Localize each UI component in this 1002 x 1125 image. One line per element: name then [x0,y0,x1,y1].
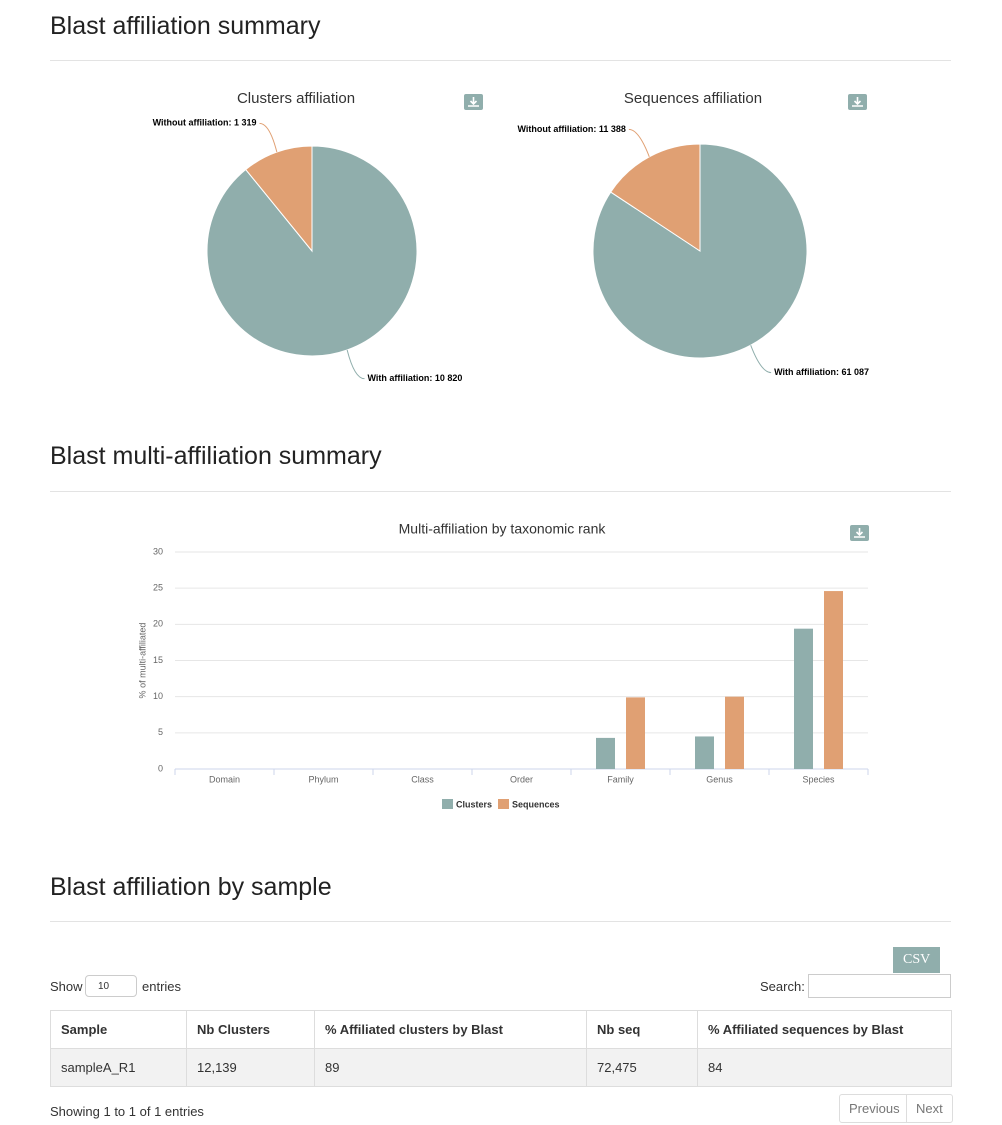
column-header[interactable]: % Affiliated clusters by Blast [314,1010,587,1049]
table-info: Showing 1 to 1 of 1 entries [50,1104,204,1119]
divider [50,921,951,922]
y-tick-label: 30 [153,546,163,556]
length-select[interactable]: 10 [85,975,137,997]
bar [695,736,714,769]
data-label: Without affiliation: 1 319 [153,118,257,128]
pie-slice [245,145,313,253]
download-button[interactable] [848,94,867,110]
legend-swatch [498,799,509,809]
data-label: With affiliation: 61 087 [774,367,869,377]
bar [794,628,813,769]
x-tick-label: Domain [209,774,240,784]
table-cell: sampleA_R1 [50,1048,187,1087]
column-header[interactable]: Nb seq [586,1010,698,1049]
y-tick-label: 5 [158,727,163,737]
legend-label: Sequences [512,799,560,809]
y-tick-label: 20 [153,619,163,629]
table-cell: 84 [697,1048,952,1087]
search-label: Search: [760,979,805,994]
x-tick-label: Class [411,774,434,784]
y-axis-label: % of multi-affiliated [137,623,147,699]
bar [596,737,615,769]
x-tick-label: Phylum [308,774,338,784]
column-header[interactable]: % Affiliated sequences by Blast [697,1010,952,1049]
section-title: Blast multi-affiliation summary [50,442,382,470]
chart-title: Clusters affiliation [237,90,355,107]
column-header[interactable]: Nb Clusters [186,1010,315,1049]
legend-swatch [442,799,453,809]
csv-button[interactable]: CSV [893,947,941,973]
label-connector [750,345,772,374]
x-tick-label: Order [510,774,533,784]
x-tick-label: Family [607,774,634,784]
search-input[interactable] [808,974,951,998]
table-cell: 89 [314,1048,587,1087]
label-connector [628,128,650,157]
label-connector [346,349,365,380]
charts: Clusters affiliation With affiliation: 10… [137,90,869,809]
chart-title: Sequences affiliation [624,90,762,107]
label-connector [259,122,278,153]
table-row: sampleA_R1 12,139 89 72,475 84 [50,1048,952,1087]
x-tick-label: Species [802,774,835,784]
download-button[interactable] [464,94,483,110]
table-cell: 72,475 [586,1048,698,1087]
y-tick-label: 0 [158,763,163,773]
bar [725,696,744,769]
bar [626,697,645,769]
table: Sample Nb Clusters% Affiliated clusters b… [50,1010,952,1087]
section-title: Blast affiliation summary [50,12,321,40]
pagination-button[interactable]: Previous [839,1094,910,1123]
divider [50,60,951,61]
section-title: Blast affiliation by sample [50,873,332,901]
bar [824,591,843,769]
y-tick-label: 15 [153,655,163,665]
data-label: With affiliation: 10 820 [368,373,463,383]
chart-title: Multi-affiliation by taxonomic rank [399,521,607,537]
data-label: Without affiliation: 11 388 [517,124,625,134]
column-header[interactable]: Sample [50,1010,187,1049]
pagination-button[interactable]: Next [906,1094,953,1123]
length-label: entries [142,979,182,994]
pie-slice [610,143,701,252]
table-cell: 12,139 [186,1048,315,1087]
length-label: Show [50,979,83,994]
divider [50,491,951,492]
y-tick-label: 25 [153,583,163,593]
y-tick-label: 10 [153,691,163,701]
x-tick-label: Genus [706,774,733,784]
legend-label: Clusters [456,799,492,809]
download-button[interactable] [850,525,869,541]
